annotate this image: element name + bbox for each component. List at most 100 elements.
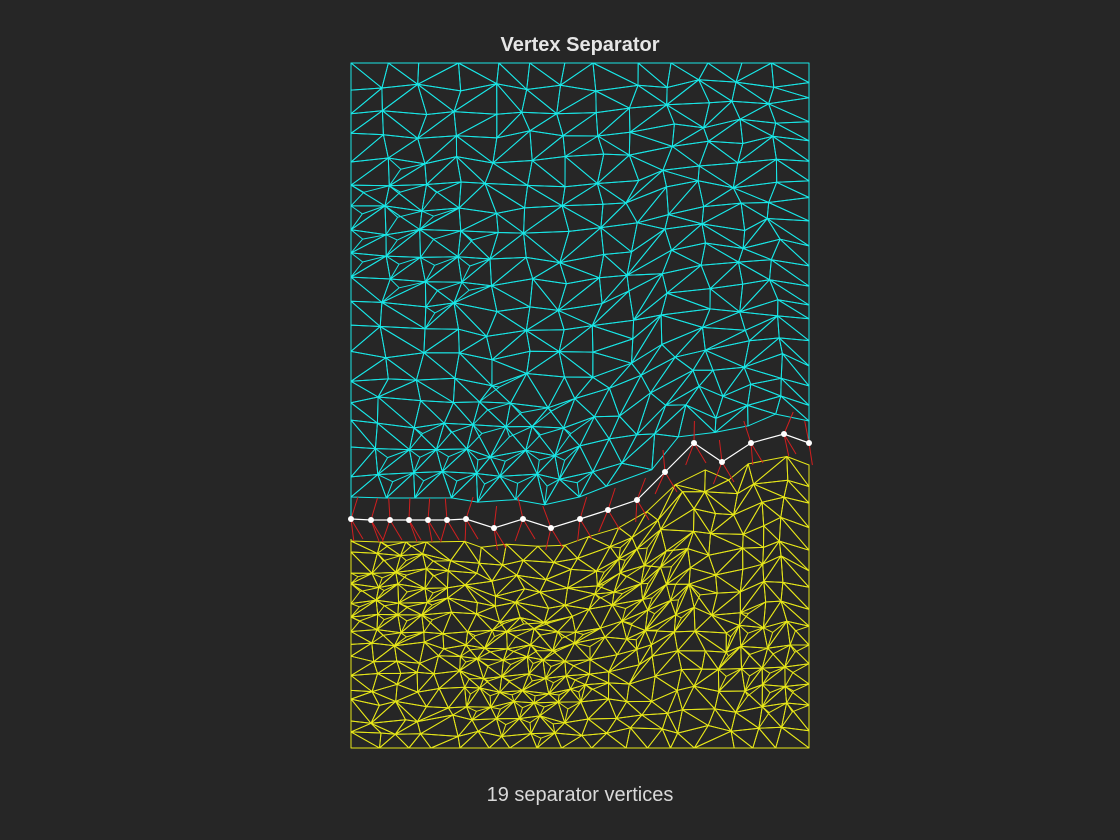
upper-mesh-triangle	[651, 433, 679, 471]
upper-mesh-triangle	[540, 427, 564, 436]
lower-mesh-triangle	[792, 704, 810, 713]
upper-mesh-triangle	[350, 357, 389, 382]
lower-mesh-triangle	[599, 591, 615, 599]
lower-mesh-triangle	[406, 553, 423, 562]
upper-mesh-triangle	[472, 424, 483, 434]
upper-mesh-triangle	[423, 352, 460, 379]
upper-mesh-triangle	[526, 84, 561, 115]
upper-mesh-triangle	[674, 349, 706, 371]
upper-mesh-triangle	[385, 217, 399, 235]
upper-mesh-triangle	[458, 207, 497, 232]
lower-mesh-triangle	[670, 732, 695, 749]
upper-mesh-triangle	[766, 218, 810, 247]
lower-mesh-triangle	[794, 644, 810, 653]
upper-mesh-triangle	[379, 326, 426, 354]
upper-mesh-triangle	[597, 107, 631, 137]
upper-mesh-triangle	[421, 184, 460, 212]
upper-mesh-triangle	[636, 392, 667, 436]
lower-mesh-triangle	[574, 627, 606, 644]
lower-mesh-triangle	[447, 686, 467, 709]
lower-mesh-triangle	[375, 599, 385, 607]
lower-mesh-triangle	[740, 612, 749, 614]
separator-edge	[465, 496, 474, 520]
lower-mesh-triangle	[784, 652, 796, 668]
lower-mesh-triangle	[384, 614, 398, 621]
upper-mesh-triangle	[426, 184, 437, 193]
separator-edge	[465, 518, 479, 540]
lower-mesh-triangle	[594, 583, 605, 595]
lower-mesh-triangle	[688, 583, 701, 596]
upper-mesh-triangle	[704, 340, 750, 368]
lower-mesh-triangle	[677, 650, 706, 670]
upper-mesh-triangle	[628, 273, 663, 321]
upper-mesh-triangle	[423, 328, 460, 354]
upper-mesh-triangle	[350, 350, 387, 382]
separator-edge	[370, 497, 378, 521]
upper-mesh-triangle	[350, 157, 390, 187]
lower-mesh-triangle	[397, 583, 408, 593]
lower-mesh-triangle	[400, 620, 408, 634]
lower-mesh-triangle	[542, 650, 558, 661]
upper-mesh-triangle	[529, 62, 566, 86]
lower-mesh-triangle	[521, 673, 546, 692]
upper-mesh-triangle	[592, 351, 632, 378]
lower-mesh-triangle	[618, 511, 648, 539]
lower-mesh-triangle	[483, 678, 489, 682]
lower-mesh-triangle	[670, 599, 679, 601]
lower-mesh-triangle	[350, 591, 361, 604]
lower-mesh-triangle	[433, 670, 461, 689]
lower-mesh-triangle	[470, 647, 485, 651]
lower-mesh-triangle	[708, 547, 744, 576]
lower-mesh-triangle	[618, 558, 626, 561]
upper-mesh-triangle	[664, 223, 703, 251]
lower-mesh-triangle	[735, 695, 749, 713]
lower-mesh-triangle	[704, 491, 738, 516]
upper-mesh-triangle	[420, 256, 435, 266]
upper-mesh-triangle	[413, 427, 423, 435]
lower-mesh-triangle	[506, 628, 535, 646]
lower-mesh-triangle	[394, 721, 421, 735]
upper-mesh-triangle	[387, 62, 420, 85]
upper-mesh-triangle	[712, 366, 745, 397]
lower-mesh-triangle	[654, 600, 671, 615]
lower-mesh-triangle	[610, 546, 621, 549]
lower-mesh-triangle	[477, 651, 490, 660]
separator-edge	[370, 519, 380, 543]
lower-mesh-triangle	[758, 712, 770, 729]
upper-mesh-triangle	[707, 140, 744, 164]
lower-mesh-triangle	[442, 631, 469, 646]
lower-mesh-triangle	[574, 642, 591, 648]
upper-mesh-triangle	[400, 184, 427, 193]
lower-mesh-triangle	[384, 602, 399, 607]
upper-mesh-triangle	[442, 471, 458, 482]
upper-mesh-triangle	[515, 483, 519, 500]
separator-edge	[517, 496, 524, 520]
lower-mesh-triangle	[644, 565, 651, 568]
upper-mesh-triangle	[388, 168, 402, 187]
upper-mesh-triangle	[458, 62, 498, 92]
upper-mesh-triangle	[592, 62, 639, 92]
lower-mesh-triangle	[784, 666, 794, 673]
upper-mesh-triangle	[426, 156, 462, 185]
lower-mesh-triangle	[693, 725, 732, 749]
lower-mesh-triangle	[483, 676, 503, 693]
lower-mesh-triangle	[490, 706, 501, 710]
separator-vertex	[548, 525, 554, 531]
upper-mesh-triangle	[377, 474, 393, 483]
lower-mesh-triangle	[394, 636, 407, 647]
upper-mesh-triangle	[453, 111, 498, 137]
separator-edge	[408, 519, 418, 543]
upper-mesh-triangle	[700, 242, 739, 266]
lower-mesh-triangle	[426, 592, 434, 603]
upper-mesh-triangle	[595, 90, 630, 114]
lower-mesh-triangle	[465, 658, 478, 663]
lower-mesh-triangle	[350, 576, 359, 584]
lower-mesh-triangle	[749, 667, 763, 677]
lower-mesh-triangle	[505, 543, 539, 561]
lower-mesh-triangle	[503, 617, 521, 624]
lower-mesh-triangle	[519, 718, 531, 724]
lower-mesh-triangle	[761, 647, 786, 669]
lower-mesh-triangle	[588, 598, 600, 610]
upper-mesh-triangle	[499, 373, 527, 388]
